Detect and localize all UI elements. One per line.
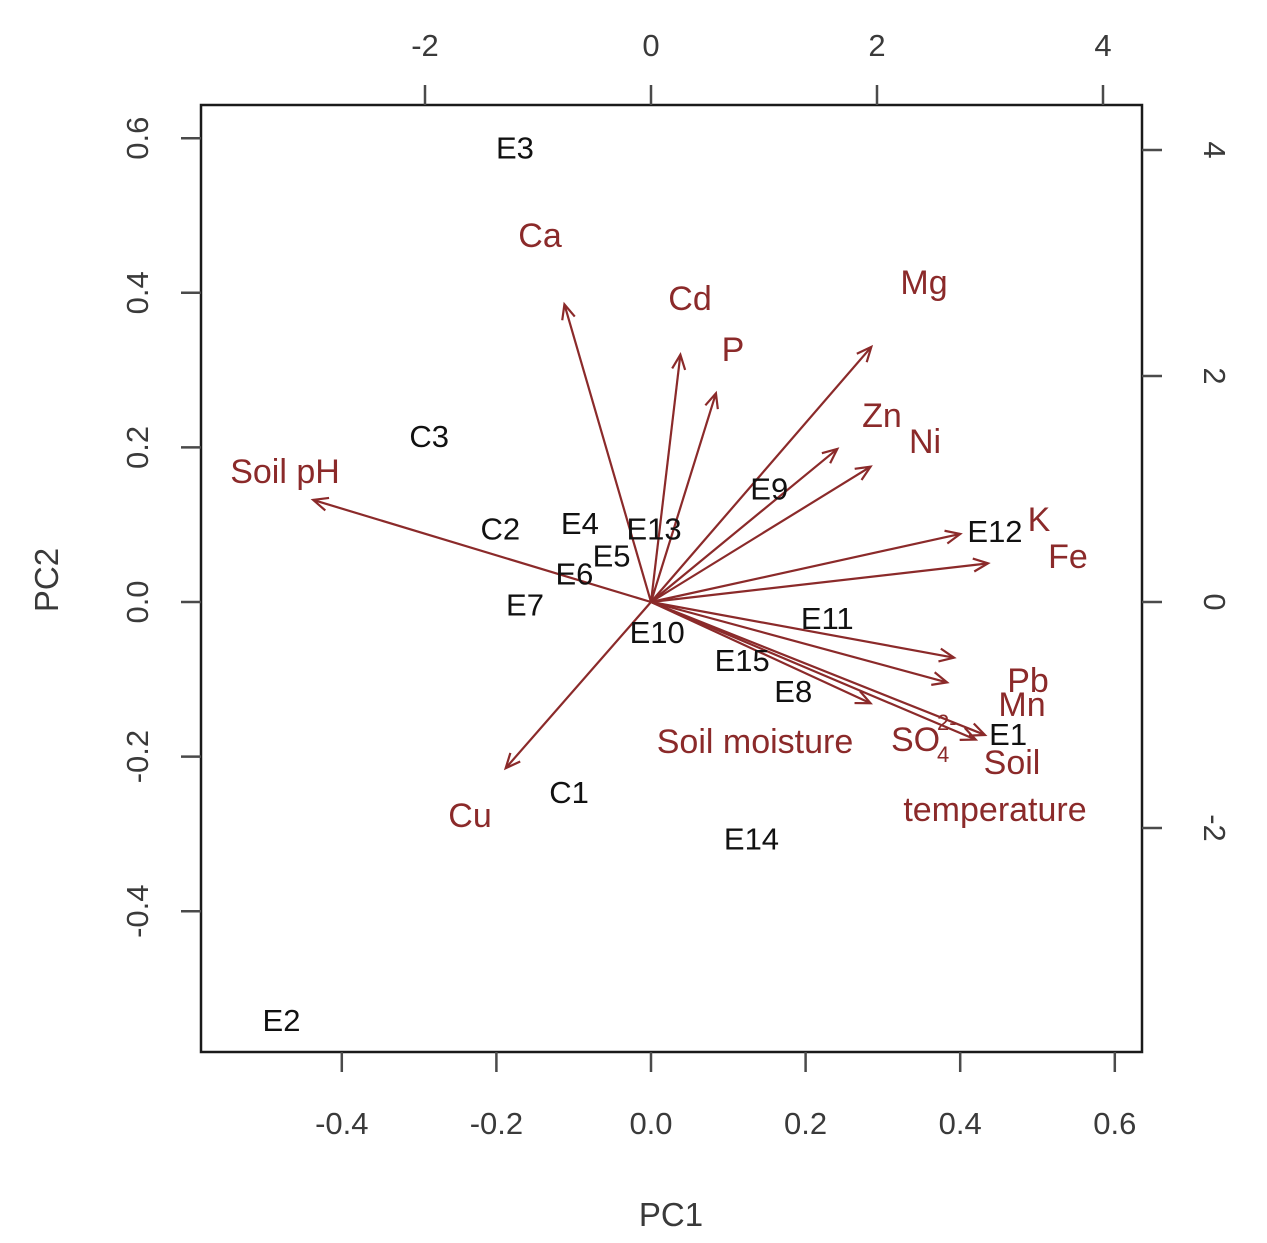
top-tick-label: 2 [868,28,885,63]
obs-label-e10: E10 [630,615,685,650]
obs-label-c2: C2 [480,512,520,547]
arrow-fe [650,562,989,604]
var-label-soil-temp-line2: temperature [903,791,1086,829]
obs-label-e15: E15 [715,643,770,678]
arrowhead-ca [561,301,576,321]
arrowhead-so42 [959,727,979,742]
arrow-so42 [650,600,977,741]
var-label-fe: Fe [1048,538,1088,576]
arrow-zn [650,448,838,603]
arrow-cd [649,354,682,603]
right-tick-label: 4 [1197,141,1232,158]
right-tick-label: 2 [1197,367,1232,384]
arrowhead-ni [854,465,873,481]
obs-label-e3: E3 [496,130,534,165]
obs-label-e7: E7 [506,587,544,622]
obs-label-e1: E1 [989,717,1027,752]
variable-labels: Ca Cd P Mg Zn Ni K Fe Pb Mn SO 4 2- Soil… [230,217,1088,835]
var-label-p: P [722,331,745,369]
x-tick-label: 0.0 [629,1106,672,1141]
obs-label-c3: C3 [409,419,449,454]
so4-main: SO [891,721,940,759]
top-tick-label: -2 [411,28,439,63]
var-label-cu: Cu [448,797,491,835]
obs-label-e9: E9 [750,471,788,506]
y-tick-label: -0.4 [120,884,155,937]
x-tick-label: -0.4 [315,1106,368,1141]
obs-label-e6: E6 [556,556,594,591]
arrowhead-mn [931,671,950,686]
obs-label-e13: E13 [627,512,682,547]
y-tick-label: -0.2 [120,730,155,783]
arrow-mn [650,600,948,684]
arrowhead-soil-temperature [968,722,988,737]
obs-label-e4: E4 [561,506,599,541]
x-tick-label: 0.2 [784,1106,827,1141]
plot-frame [199,103,1144,1054]
arrowhead-zn [821,447,840,464]
var-label-so4: SO [891,721,940,759]
arrowhead-soil-ph [310,496,330,512]
y-axis-label: PC2 [28,548,65,612]
obs-label-e11: E11 [801,601,854,636]
obs-label-e5: E5 [593,539,631,574]
arrow-soil-ph [312,498,652,604]
x-tick-label: 0.6 [1093,1106,1136,1141]
top-tick-label: 4 [1094,28,1111,63]
arrowhead-k [944,529,963,545]
arrow-k [650,532,961,604]
arrow-cu [504,601,652,769]
arrowhead-cu [503,752,521,771]
var-label-zn: Zn [862,397,902,435]
arrowhead-cd [671,351,687,371]
arrow-ni [650,465,872,603]
y-tick-label: 0.4 [120,271,155,314]
var-label-soil-ph: Soil pH [230,453,340,491]
x-tick-label: 0.4 [939,1106,982,1141]
variable-arrows [310,301,991,771]
var-label-mn: Mn [998,686,1045,724]
var-label-ni: Ni [909,423,941,461]
obs-label-e2: E2 [263,1003,301,1038]
top-tick-label: 0 [642,28,659,63]
y-tick-label: 0.0 [120,580,155,623]
x-axis-label: PC1 [639,1196,703,1233]
var-label-soil-temp-line1: Soil [984,744,1041,782]
arrow-p [649,392,717,603]
axes: -0.4 -0.2 0.0 0.2 0.4 0.6 -0.4 -0.2 0.0 0.2 0.4 0.6… [120,28,1232,1141]
obs-label-e8: E8 [774,674,812,709]
arrow-mg [650,346,873,603]
var-label-so4-sup: 2- [937,710,957,735]
y-tick-label: 0.2 [120,426,155,469]
var-label-mg: Mg [900,264,947,302]
obs-label-e14: E14 [724,822,779,857]
arrow-pb [650,600,955,659]
arrowhead-soil-moisture [854,690,873,705]
arrowhead-pb [938,647,957,663]
arrow-soil-moisture [650,601,871,705]
arrow-ca [563,304,653,603]
x-tick-label: -0.2 [470,1106,523,1141]
y-tick-label: 0.6 [120,117,155,160]
var-label-soil-moisture: Soil moisture [657,723,854,761]
var-label-so4-sub: 4 [937,742,949,767]
right-tick-label: 0 [1197,593,1232,610]
var-label-cd: Cd [668,280,711,318]
var-label-pb: Pb [1007,662,1049,700]
var-label-ca: Ca [518,217,562,255]
arrowhead-fe [972,557,991,573]
obs-label-e12: E12 [967,514,1022,549]
obs-label-c1: C1 [549,775,589,810]
arrowhead-p [704,390,719,410]
right-tick-label: -2 [1197,814,1232,842]
arrowhead-mg [856,344,874,363]
var-label-k: K [1028,501,1051,539]
arrow-soil-temperature [650,600,986,736]
